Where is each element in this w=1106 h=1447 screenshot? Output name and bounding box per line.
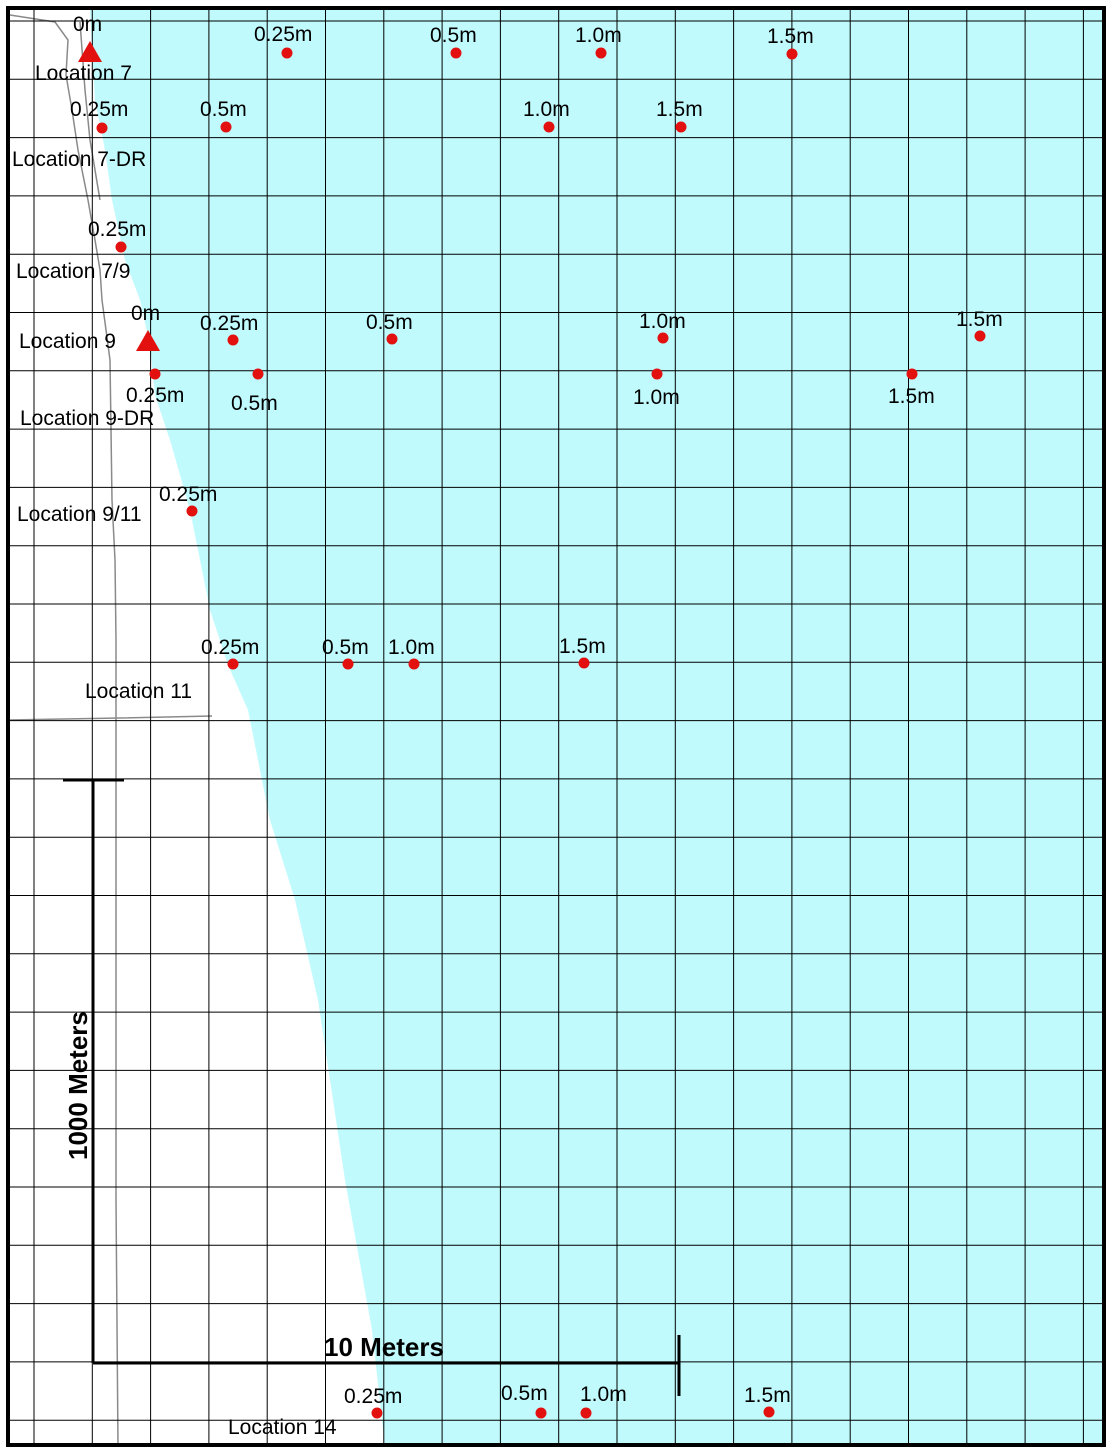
depth-point: 1.0m [633, 368, 680, 409]
location-label: Location 9/11 [17, 503, 142, 526]
depth-label: 0.25m [254, 23, 312, 46]
depth-point: 1.0m [639, 310, 686, 344]
depth-point: 1.5m [559, 635, 606, 669]
depth-dot-icon [342, 658, 354, 670]
depth-dot-icon [227, 658, 239, 670]
depth-label: 0.25m [344, 1385, 402, 1408]
depth-dot-icon [371, 1407, 383, 1419]
depth-label: 1.5m [656, 98, 703, 121]
depth-point: 0.25m [126, 368, 184, 407]
road-line [9, 14, 119, 1447]
depth-dot-icon [580, 1407, 592, 1419]
depth-label: 0.5m [322, 636, 369, 659]
location-label: Location 7-DR [12, 148, 146, 171]
depth-point: 0.25m [201, 636, 259, 670]
depth-dot-icon [252, 368, 264, 380]
depth-dot-icon [595, 47, 607, 59]
depth-dot-icon [535, 1407, 547, 1419]
depth-dot-icon [543, 121, 555, 133]
depth-dot-icon [386, 333, 398, 345]
depth-dot-icon [186, 505, 198, 517]
depth-point: 0.5m [322, 636, 369, 670]
vertical-scale-label: 1000 Meters [63, 1011, 93, 1160]
depth-point: 0.5m [366, 311, 413, 345]
depth-label: 1.0m [575, 24, 622, 47]
depth-dot-icon [220, 121, 232, 133]
depth-point: 1.5m [744, 1384, 791, 1418]
depth-point: 0.25m [254, 23, 312, 59]
depth-dot-icon [906, 368, 918, 380]
depth-point: 1.0m [523, 98, 570, 133]
depth-point: 1.0m [580, 1383, 627, 1419]
depth-point: 0.5m [430, 24, 477, 59]
location-label: Location 11 [85, 680, 192, 703]
depth-dot-icon [96, 122, 108, 134]
scale-bars [63, 778, 681, 1396]
depth-point: 0.25m [344, 1385, 402, 1419]
depth-label: 1.5m [744, 1384, 791, 1407]
depth-label: 1.0m [388, 636, 435, 659]
depth-point: 1.5m [888, 368, 935, 408]
depth-dot-icon [974, 330, 986, 342]
depth-point: 1.5m [767, 25, 814, 60]
depth-point: 0.5m [231, 368, 278, 415]
depth-point: 0.25m [70, 98, 128, 134]
map-grid [8, 8, 1104, 1445]
depth-label: 0.5m [430, 24, 477, 47]
depth-point: 0.25m [200, 312, 258, 346]
depth-label: 0.5m [231, 392, 278, 415]
depth-label: 0.25m [70, 98, 128, 121]
depth-point: 0.25m [88, 218, 146, 253]
origin-marker-label: 0m [131, 302, 160, 325]
depth-dot-icon [651, 368, 663, 380]
location-label: Location 14 [228, 1416, 337, 1439]
depth-label: 0.5m [501, 1382, 548, 1405]
depth-point: 0.5m [200, 98, 247, 133]
depth-label: 1.5m [767, 25, 814, 48]
depth-dot-icon [786, 48, 798, 60]
location-label: Location 7 [35, 62, 132, 85]
depth-dot-icon [281, 47, 293, 59]
road-line [7, 715, 213, 721]
depth-dot-icon [675, 121, 687, 133]
depth-label: 0.25m [159, 483, 217, 506]
depth-dot-icon [115, 241, 127, 253]
depth-point: 1.0m [575, 24, 622, 59]
origin-marker-label: 0m [73, 13, 102, 36]
location-label: Location 7/9 [16, 260, 130, 283]
triangle-marker-icon [78, 41, 102, 62]
depth-point: 0.25m [159, 483, 217, 517]
depth-label: 1.5m [559, 635, 606, 658]
depth-point: 1.5m [656, 98, 703, 133]
depth-label: 1.0m [523, 98, 570, 121]
water-area [90, 10, 1106, 1447]
depth-dot-icon [149, 368, 161, 380]
horizontal-scale-label: 10 Meters [324, 1332, 444, 1362]
depth-label: 0.5m [200, 98, 247, 121]
depth-label: 0.25m [200, 312, 258, 335]
depth-label: 0.5m [366, 311, 413, 334]
triangle-marker-icon [136, 330, 160, 351]
depth-dot-icon [763, 1406, 775, 1418]
depth-label: 1.0m [580, 1383, 627, 1406]
depth-label: 1.0m [633, 386, 680, 409]
location-label: Location 9-DR [20, 407, 154, 430]
depth-label: 1.0m [639, 310, 686, 333]
depth-label: 1.5m [888, 385, 935, 408]
location-label: Location 9 [19, 330, 116, 353]
depth-label: 0.25m [126, 384, 184, 407]
depth-label: 0.25m [201, 636, 259, 659]
depth-dot-icon [657, 332, 669, 344]
depth-dot-icon [408, 658, 420, 670]
depth-label: 1.5m [956, 308, 1003, 331]
depth-point: 0.5m [501, 1382, 548, 1419]
depth-point: 1.5m [956, 308, 1003, 342]
depth-label: 0.25m [88, 218, 146, 241]
map-frame [6, 6, 1106, 1447]
depth-point: 1.0m [388, 636, 435, 670]
depth-dot-icon [578, 657, 590, 669]
depth-dot-icon [227, 334, 239, 346]
depth-dot-icon [450, 47, 462, 59]
